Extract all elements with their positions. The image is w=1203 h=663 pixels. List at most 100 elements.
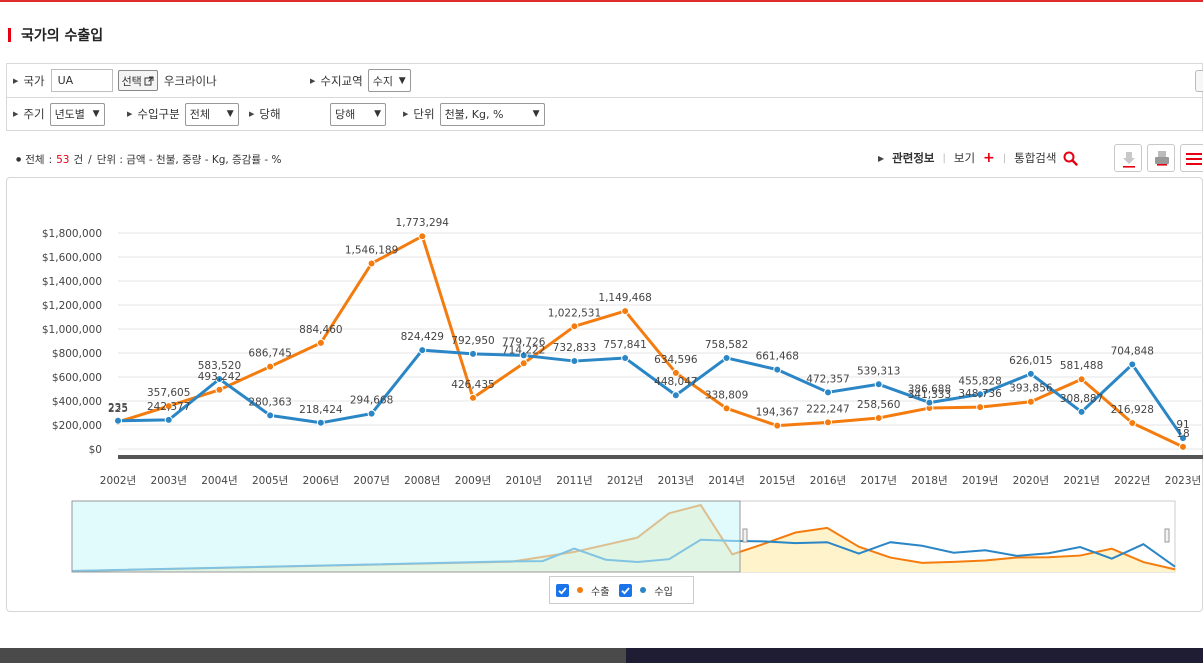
chevron-down-icon: ▼ [398,75,406,86]
x-tick-label: 2011년 [556,475,592,487]
export-point [1077,375,1086,384]
country-code-input[interactable]: UA [50,69,113,92]
external-link-icon [144,76,154,85]
import-data-label: 661,468 [756,351,799,363]
year-filter: ▶ 당해 [249,98,281,130]
menu-icon [1186,153,1202,165]
navigator-handle [742,528,748,543]
country-filter: ▶ 국가 UA 선택 우크라이나 [13,64,217,97]
x-tick-label: 2009년 [455,475,491,487]
import-point [316,418,325,427]
check-icon [621,586,631,595]
export-data-label: 1,022,531 [548,307,601,319]
export-data-label: 348,736 [958,388,1002,400]
export-data-label: 225 [108,403,128,415]
import-point [114,416,122,425]
import-data-label: 218,424 [299,404,343,416]
export-data-label: 634,596 [654,354,698,366]
balance-select[interactable]: 수지 ▼ [367,69,411,92]
import-type-label: 수입구분 [137,107,180,121]
import-point [519,351,528,360]
related-info-link[interactable]: 관련정보 [892,151,935,165]
export-point [1026,397,1035,406]
export-data-label: 1,773,294 [396,217,450,229]
bullet-dot-icon: ● [16,156,22,163]
x-tick-label: 2015년 [759,475,795,487]
bullet-icon: ▶ [249,110,255,118]
export-data-label: 686,745 [248,348,291,360]
country-label: 국가 [23,73,45,88]
import-data-label: 626,015 [1009,355,1052,367]
summary-unit-text: 단위 : 금액 - 천불, 중량 - Kg, 증감률 - % [96,154,282,166]
collapsed-side-button[interactable] [1195,70,1203,92]
period-select[interactable]: 년도별 ▼ [49,102,105,126]
export-point [621,307,630,316]
y-tick-label: $1,800,000 [42,228,102,240]
import-data-label: 732,833 [553,342,596,354]
x-tick-label: 2003년 [151,475,187,487]
export-point [1179,442,1187,451]
check-icon [558,586,567,595]
export-point [519,359,528,368]
taskbar-strip [0,648,626,663]
import-point [773,365,782,374]
toolbar-separator: | [1002,152,1007,164]
export-point [418,232,427,241]
download-button[interactable] [1114,144,1142,172]
year-select-value: 당해 [335,108,356,121]
legend-export-checkbox[interactable] [556,583,569,597]
search-icon[interactable] [1063,151,1079,166]
x-tick-label: 2008년 [404,475,440,487]
y-tick-label: $1,000,000 [42,324,102,336]
export-data-label: 194,367 [756,407,799,419]
legend-export-dot [577,587,583,593]
x-tick-label: 2004년 [201,475,237,487]
export-data-label: 18 [1176,428,1189,440]
view-link[interactable]: 보기 [953,151,976,165]
import-point [874,380,883,389]
export-point [722,404,731,413]
export-data-label: 341,333 [908,389,951,401]
year-select[interactable]: 당해 ▼ [330,102,386,126]
x-tick-label: 2021년 [1063,475,1099,487]
import-point [1077,407,1086,416]
legend-import-label: 수입 [654,586,673,598]
chevron-down-icon: ▼ [92,109,100,119]
export-data-label: 216,928 [1111,404,1154,416]
y-tick-label: $200,000 [52,420,102,432]
import-point [1179,434,1187,443]
export-data-label: 884,460 [299,324,342,336]
integrated-search-link[interactable]: 통합검색 [1014,151,1057,165]
import-type-select[interactable]: 전체 ▼ [184,102,239,126]
print-button[interactable] [1147,144,1175,172]
import-data-label: 757,841 [603,339,646,351]
legend-import-checkbox[interactable] [619,583,633,597]
x-tick-label: 2010년 [506,475,542,487]
x-tick-label: 2018년 [911,475,947,487]
export-data-label: 393,856 [1009,383,1053,395]
menu-button[interactable] [1180,144,1203,172]
summary-slash: / [88,153,92,166]
unit-select[interactable]: 천불, Kg, % ▼ [439,102,545,126]
export-data-label: 426,435 [451,379,494,391]
export-data-label: 581,488 [1060,360,1103,372]
y-tick-label: $600,000 [52,372,102,384]
result-summary: ● 전체 : 53 건 / 단위 : 금액 - 천불, 중량 - Kg, 증감률… [16,152,281,167]
y-tick-label: $1,600,000 [42,252,102,264]
plus-icon[interactable]: + [983,150,995,166]
export-point [874,413,883,422]
legend-export-label: 수출 [591,586,610,598]
import-data-label: 792,950 [451,335,494,347]
y-tick-label: $1,200,000 [42,300,102,312]
chart-legend: 수출 수입 [549,576,694,604]
import-data-label: 758,582 [705,339,748,351]
x-tick-label: 2019년 [962,475,998,487]
x-tick-label: 2023년 [1165,475,1201,487]
import-data-label: 704,848 [1111,345,1154,357]
export-point [316,338,325,347]
import-point [469,349,477,358]
import-data-label: 583,520 [198,360,241,372]
import-data-label: 91 [1176,419,1189,431]
x-tick-label: 2007년 [353,475,389,487]
country-select-button[interactable]: 선택 [117,70,158,91]
